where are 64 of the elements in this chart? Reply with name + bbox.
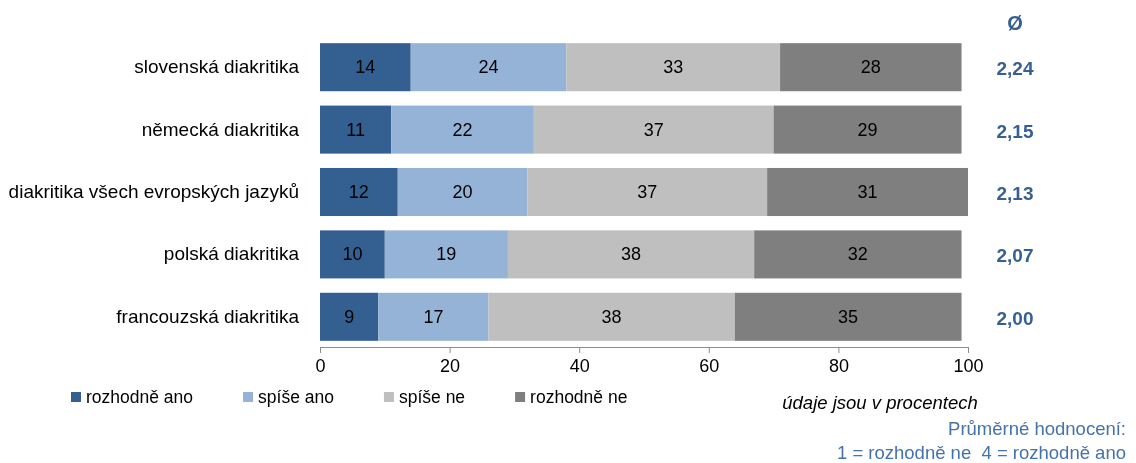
data-label: 19	[436, 244, 457, 265]
data-label: 35	[838, 306, 859, 327]
bar	[767, 167, 968, 217]
data-label: 17	[423, 306, 444, 327]
data-label: 14	[355, 57, 376, 78]
data-label: 28	[860, 57, 881, 78]
bar	[566, 43, 781, 92]
data-label: 32	[847, 244, 868, 265]
y-tick-label: slovenská diakritika	[134, 55, 300, 77]
data-label: 29	[857, 119, 878, 140]
bar	[754, 230, 962, 279]
text: údaje jsou v procentech	[782, 391, 978, 413]
bar	[320, 292, 379, 341]
bar	[507, 230, 755, 279]
bar	[488, 292, 735, 341]
x-tick-label: 0	[315, 355, 326, 376]
data-label: 31	[857, 182, 878, 202]
data-label: 37	[637, 182, 658, 202]
bar	[320, 167, 398, 217]
x-tick-label: 100	[953, 355, 984, 376]
bar	[773, 105, 962, 154]
bar	[780, 43, 962, 92]
text: Průměrné hodnocení:	[948, 417, 1126, 439]
data-label: 37	[643, 119, 664, 140]
bar	[734, 292, 962, 341]
x-tick-label: 40	[569, 355, 590, 376]
x-tick-label: 20	[440, 355, 461, 376]
data-label: 12	[348, 182, 369, 202]
legend-label: spíše ano	[258, 387, 334, 407]
text: 1 = rozhodně ne 4 = rozhodně ano	[836, 441, 1126, 463]
bar	[410, 43, 567, 92]
bar	[391, 105, 534, 154]
data-label: 38	[621, 244, 642, 265]
legend-label: spíše ne	[398, 387, 466, 407]
data-label: 11	[346, 119, 365, 140]
text: 2,15	[996, 120, 1034, 142]
text: Ø	[1007, 12, 1023, 34]
bar	[397, 167, 528, 217]
data-label: 24	[478, 57, 499, 78]
text: 2,13	[996, 182, 1034, 204]
x-tick-label: 80	[828, 355, 849, 376]
data-label: 10	[342, 244, 363, 265]
y-tick-label: francouzská diakritika	[116, 305, 300, 327]
bar	[527, 167, 768, 217]
data-label: 38	[601, 306, 622, 327]
text: 2,00	[996, 307, 1034, 329]
bar	[320, 230, 385, 279]
y-tick-label: diakritika všech evropských jazyků	[8, 180, 299, 202]
legend-label: rozhodně ne	[530, 387, 628, 407]
data-label: 22	[452, 119, 473, 140]
legend-label: rozhodně ano	[86, 387, 194, 407]
bar	[320, 43, 411, 92]
bar	[378, 292, 489, 341]
x-tick-label: 60	[699, 355, 720, 376]
bar	[384, 230, 508, 279]
data-label: 33	[663, 57, 684, 78]
y-tick-label: polská diakritika	[163, 242, 300, 264]
text: 2,07	[996, 244, 1034, 266]
y-tick-label: německá diakritika	[141, 118, 300, 140]
text: 2,24	[996, 57, 1034, 79]
bar	[320, 105, 392, 154]
bar	[533, 105, 774, 154]
data-label: 9	[344, 306, 355, 327]
data-label: 20	[452, 182, 473, 202]
